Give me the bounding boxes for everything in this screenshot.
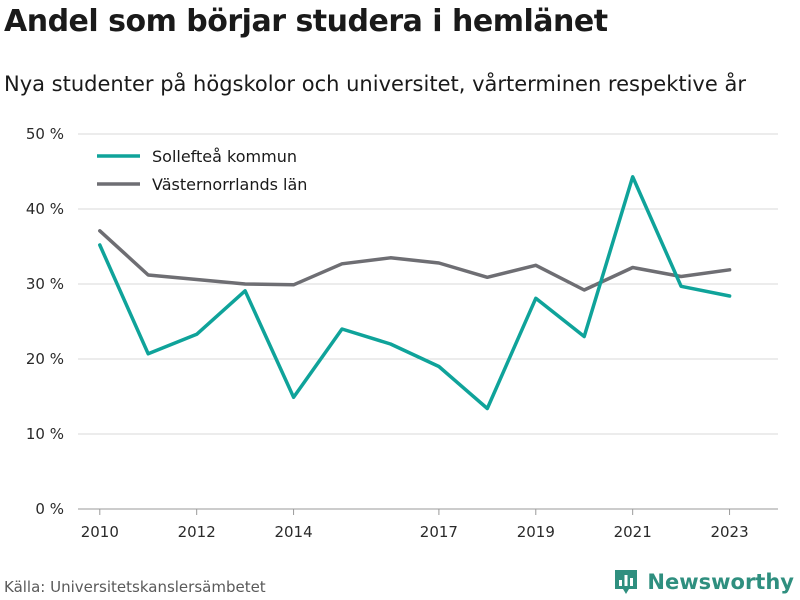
y-tick-label: 20 %: [26, 350, 64, 368]
series-line: [98, 175, 732, 411]
source-note: Källa: Universitetskanslersämbetet: [4, 578, 266, 596]
y-tick-label: 50 %: [26, 125, 64, 143]
chart-subtitle: Nya studenter på högskolor och universit…: [4, 72, 746, 96]
x-axis-ticks: 2010 2012 2014 2017 2019 2021 2023: [81, 509, 749, 541]
x-tick-label: 2012: [178, 523, 216, 541]
x-tick-label: 2023: [710, 523, 748, 541]
grid-lines: [78, 133, 778, 510]
legend-label: Västernorrlands län: [152, 175, 307, 194]
y-tick-label: 40 %: [26, 200, 64, 218]
chart-title: Andel som börjar studera i hemlänet: [4, 4, 608, 39]
bar-chart-logo-icon: [615, 570, 638, 594]
legend: Sollefteå kommun Västernorrlands län: [97, 147, 307, 194]
x-tick-label: 2017: [420, 523, 458, 541]
line-chart: 0 % 10 % 20 % 30 % 40 % 50 % 2010 2012 2014 2017…: [26, 125, 778, 541]
legend-label: Sollefteå kommun: [152, 147, 297, 166]
brand-logo: Newsworthy: [613, 568, 794, 596]
series-lines: [98, 175, 732, 411]
x-tick-label: 2014: [274, 523, 312, 541]
y-tick-label: 10 %: [26, 425, 64, 443]
x-tick-label: 2019: [517, 523, 555, 541]
brand-name: Newsworthy: [647, 570, 794, 594]
y-tick-label: 30 %: [26, 275, 64, 293]
series-line: [98, 229, 732, 292]
x-tick-label: 2010: [81, 523, 119, 541]
x-tick-label: 2021: [614, 523, 652, 541]
y-tick-label: 0 %: [35, 500, 64, 518]
y-axis-ticks: 0 % 10 % 20 % 30 % 40 % 50 %: [26, 125, 64, 518]
